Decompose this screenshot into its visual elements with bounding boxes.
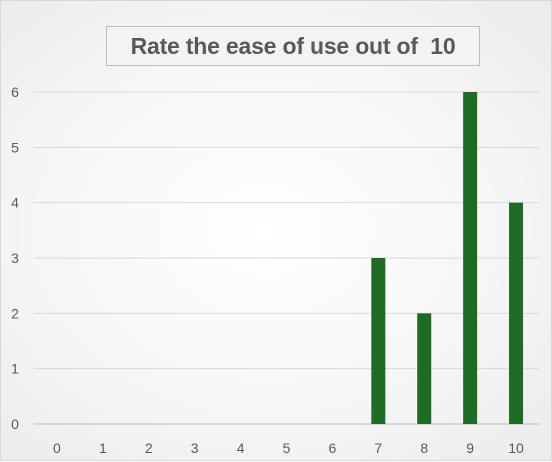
y-tick-label: 4 (11, 195, 19, 211)
x-tick-label: 9 (466, 440, 474, 456)
chart-title: Rate the ease of use out of 10 (106, 26, 480, 66)
x-tick-label: 6 (329, 440, 337, 456)
x-tick-label: 0 (53, 440, 61, 456)
bar (463, 92, 478, 424)
y-tick-label: 3 (11, 250, 19, 266)
y-tick-label: 2 (11, 305, 19, 321)
x-tick-label: 3 (191, 440, 199, 456)
y-tick-label: 1 (11, 361, 19, 377)
y-tick-label: 5 (11, 139, 19, 155)
bar (371, 258, 386, 424)
y-tick-label: 6 (11, 84, 19, 100)
x-tick-label: 4 (237, 440, 245, 456)
y-tick-label: 0 (11, 416, 19, 432)
x-tick-label: 2 (145, 440, 153, 456)
x-tick-label: 5 (283, 440, 291, 456)
x-tick-label: 8 (420, 440, 428, 456)
x-tick-label: 7 (374, 440, 382, 456)
bar (417, 313, 432, 424)
x-tick-label: 1 (99, 440, 107, 456)
bar (509, 202, 524, 424)
x-tick-label: 10 (508, 440, 524, 456)
